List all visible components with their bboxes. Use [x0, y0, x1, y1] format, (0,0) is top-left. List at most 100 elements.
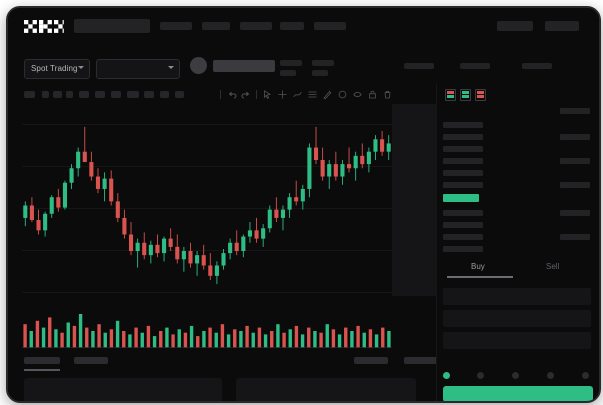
- last-price-display: [213, 60, 275, 72]
- orderbook-ask-amount[interactable]: [560, 108, 590, 114]
- orderbook-ask-amount[interactable]: [560, 134, 590, 140]
- orderbook-both-icon[interactable]: [445, 89, 456, 101]
- trading-pair-selector[interactable]: [96, 59, 180, 79]
- toolbar-divider: [220, 90, 221, 99]
- orderbook-view-tabs: [445, 88, 505, 101]
- nav-item-buy-crypto[interactable]: [160, 22, 192, 30]
- timeframe-4h[interactable]: [95, 91, 105, 98]
- loading-overlay-panel: [392, 104, 436, 296]
- tab-buy[interactable]: Buy: [471, 262, 485, 271]
- timeframe-15m[interactable]: [66, 91, 73, 98]
- market-subbar: Spot Trading: [8, 54, 599, 84]
- okx-logo-icon[interactable]: [24, 20, 64, 33]
- candlestick-series: [23, 126, 391, 285]
- orderbook-bid-price[interactable]: [443, 234, 483, 240]
- place-order-button[interactable]: [443, 386, 593, 401]
- amount-slider[interactable]: [443, 372, 593, 380]
- chart-gridline: [22, 292, 392, 293]
- timeframe-1m[interactable]: [42, 91, 49, 98]
- app-screen: Spot Trading: [8, 8, 599, 401]
- timeframe-1w[interactable]: [127, 91, 139, 98]
- orderbook-panel: Buy Sell: [436, 84, 598, 401]
- orderbook-asks-icon[interactable]: [475, 89, 486, 101]
- orderbook-ask-amount[interactable]: [560, 182, 590, 188]
- tab-active-underline: [24, 369, 60, 371]
- slider-dot-4[interactable]: [582, 372, 589, 379]
- slider-dot-3[interactable]: [547, 372, 554, 379]
- lock-icon[interactable]: [368, 90, 377, 99]
- volume-chart: [22, 308, 392, 348]
- chart-type-button[interactable]: [160, 91, 169, 98]
- device-frame: Spot Trading: [6, 6, 601, 403]
- nav-item-earn[interactable]: [280, 22, 304, 30]
- brush-icon[interactable]: [323, 90, 332, 99]
- bottom-card-2[interactable]: [236, 378, 416, 401]
- trade-tab-underline: [447, 276, 513, 278]
- orderbook-bid-amount[interactable]: [560, 234, 590, 240]
- trash-icon[interactable]: [383, 90, 392, 99]
- price-chart[interactable]: [22, 108, 392, 303]
- fib-icon[interactable]: [308, 90, 317, 99]
- trade-tabs: Buy Sell: [443, 262, 593, 280]
- cursor-icon[interactable]: [263, 90, 272, 99]
- nav-item-web3[interactable]: [314, 22, 346, 30]
- top-navigation-bar: [8, 8, 599, 42]
- slider-dot-1[interactable]: [477, 372, 484, 379]
- stat-value-2: [312, 70, 328, 76]
- login-button[interactable]: [497, 21, 533, 31]
- orderbook-ask-price[interactable]: [443, 170, 483, 176]
- timeframe-1h[interactable]: [79, 91, 89, 98]
- tab-sell[interactable]: Sell: [546, 262, 560, 271]
- tab-hide-other-pairs[interactable]: [354, 357, 388, 364]
- order-form-row-2[interactable]: [443, 310, 591, 327]
- stat-label-1: [280, 60, 302, 66]
- trendline-icon[interactable]: [293, 90, 302, 99]
- chart-gridline: [22, 124, 392, 125]
- tab-cancel-all[interactable]: [404, 357, 438, 364]
- signup-button[interactable]: [545, 21, 579, 31]
- orderbook-bids-icon[interactable]: [460, 89, 471, 101]
- chevron-down-icon: [78, 66, 84, 69]
- slider-dot-2[interactable]: [512, 372, 519, 379]
- bottom-card-1[interactable]: [24, 378, 222, 401]
- trading-mode-selector[interactable]: Spot Trading: [24, 59, 90, 79]
- chart-gridline: [22, 250, 392, 251]
- tab-order-history[interactable]: [74, 357, 108, 364]
- redo-icon[interactable]: [241, 90, 250, 99]
- orderbook-last-price-row: [443, 194, 479, 202]
- orderbook-bid-price[interactable]: [443, 246, 483, 252]
- undo-icon[interactable]: [228, 90, 237, 99]
- orderbook-ask-price[interactable]: [443, 182, 483, 188]
- nav-item-markets[interactable]: [202, 22, 230, 30]
- orderbook-ask-amount[interactable]: [560, 158, 590, 164]
- coin-avatar-icon: [190, 57, 207, 74]
- tab-open-orders[interactable]: [24, 357, 60, 364]
- orderbook-ask-price[interactable]: [443, 122, 483, 128]
- stat-4: [460, 63, 490, 69]
- chart-settings-button[interactable]: [175, 91, 184, 98]
- trading-mode-label: Spot Trading: [31, 64, 78, 73]
- indicator-button[interactable]: [144, 91, 154, 98]
- search-input[interactable]: [74, 19, 150, 33]
- orderbook-ask-price[interactable]: [443, 158, 483, 164]
- chart-toolbar: [22, 88, 392, 102]
- timeframe-1d[interactable]: [111, 91, 121, 98]
- order-form-row-1[interactable]: [443, 288, 591, 305]
- order-form-row-3[interactable]: [443, 332, 591, 349]
- eye-icon[interactable]: [353, 90, 362, 99]
- slider-dot-0[interactable]: [443, 372, 450, 379]
- nav-item-trade[interactable]: [240, 22, 272, 30]
- timeframe-selected[interactable]: [24, 91, 35, 98]
- stat-3: [404, 63, 434, 69]
- orderbook-ask-price[interactable]: [443, 134, 483, 140]
- magnet-icon[interactable]: [338, 90, 347, 99]
- orderbook-ask-price[interactable]: [443, 146, 483, 152]
- chevron-down-icon: [168, 66, 174, 69]
- orderbook-bid-price[interactable]: [443, 222, 483, 228]
- orderbook-bid-amount[interactable]: [560, 210, 590, 216]
- crosshair-icon[interactable]: [278, 90, 287, 99]
- chart-gridline: [22, 166, 392, 167]
- timeframe-5m[interactable]: [53, 91, 62, 98]
- orderbook-bid-price[interactable]: [443, 210, 483, 216]
